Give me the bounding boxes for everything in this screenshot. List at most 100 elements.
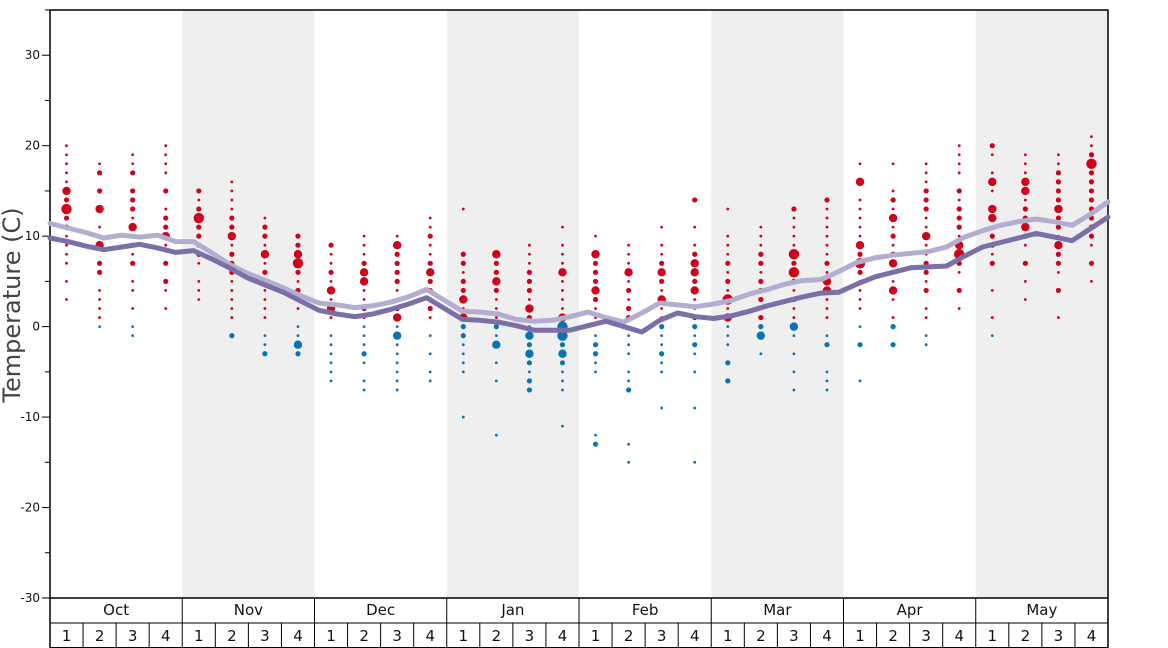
warm-dot (857, 251, 863, 257)
week-label: 2 (756, 627, 766, 645)
warm-dot (758, 278, 764, 284)
warm-dot (329, 316, 333, 319)
warm-dot (921, 231, 931, 241)
cold-dot (296, 325, 300, 329)
warm-dot (65, 162, 68, 166)
warm-dot (1088, 179, 1095, 185)
cold-dot (824, 342, 830, 348)
cold-dot (825, 379, 829, 383)
warm-dot (528, 243, 531, 247)
warm-dot (329, 298, 333, 301)
cold-dot (362, 325, 366, 329)
average-lines (47, 199, 1111, 335)
warm-dot (659, 278, 665, 284)
warm-dot (293, 250, 303, 259)
warm-dot (197, 279, 201, 283)
warm-dot (989, 143, 995, 149)
warm-dot (924, 316, 928, 319)
warm-dot (131, 153, 135, 157)
warm-dot (528, 252, 531, 256)
week-label: 1 (723, 627, 733, 645)
warm-dot (95, 204, 104, 214)
warm-dot (130, 206, 136, 212)
y-tick-label: 20 (25, 139, 40, 153)
week-label: 1 (591, 627, 601, 645)
week-label: 4 (161, 627, 171, 645)
cold-dot (857, 342, 863, 348)
cold-dot (659, 324, 665, 330)
warm-dot (791, 260, 797, 266)
warm-dot (329, 261, 333, 265)
warm-dot (263, 307, 267, 310)
cold-dot (594, 334, 597, 338)
warm-dot (924, 216, 928, 220)
warm-dot (394, 251, 400, 257)
warm-dot (362, 243, 366, 247)
cold-dot (627, 370, 630, 374)
warm-dot (891, 316, 895, 319)
cold-dot (858, 379, 862, 383)
cold-dot (792, 334, 796, 338)
warm-dot (528, 298, 531, 301)
month-label-dec: Dec (366, 601, 395, 619)
week-label: 4 (954, 627, 964, 645)
warm-dot (890, 233, 896, 239)
warm-dot (460, 287, 466, 294)
cold-dot (693, 352, 697, 356)
week-label: 4 (558, 627, 568, 645)
warm-dot (988, 213, 997, 223)
warm-dot (891, 243, 895, 247)
month-label-nov: Nov (234, 601, 263, 619)
cold-dot (592, 342, 599, 348)
warm-dot (296, 279, 300, 283)
cold-dot (494, 361, 498, 365)
week-label: 3 (392, 627, 402, 645)
warm-dot (990, 153, 994, 157)
cold-dot (293, 340, 303, 349)
warm-dot (957, 270, 961, 274)
warm-dot (164, 307, 168, 310)
warm-dot (65, 180, 68, 184)
warm-dot (888, 259, 898, 268)
warm-dot (561, 252, 564, 256)
warm-dot (726, 207, 730, 211)
warm-dot (130, 197, 136, 203)
cold-dot (561, 379, 564, 383)
warm-dot (792, 316, 796, 319)
warm-dot (988, 204, 997, 214)
cold-dot (758, 324, 764, 330)
warm-dot (1057, 153, 1060, 157)
warm-dot (362, 298, 366, 301)
warm-dot (460, 278, 466, 284)
warm-dot (592, 296, 599, 303)
warm-dot (1054, 241, 1063, 250)
warm-dot (230, 298, 234, 301)
warm-dot (990, 189, 994, 193)
warm-dot (262, 269, 268, 275)
warm-dot (460, 260, 466, 266)
y-tick-label: -20 (20, 501, 40, 515)
cold-dot (558, 349, 567, 358)
warm-dot (163, 188, 169, 194)
warm-dot (326, 286, 336, 295)
warm-dot (1055, 260, 1062, 266)
warm-dot (96, 188, 103, 194)
warm-dot (262, 224, 268, 230)
warm-dot (726, 270, 730, 274)
warm-dot (923, 188, 929, 194)
cold-dot (594, 433, 597, 437)
warm-dot (792, 225, 796, 229)
warm-dot (229, 251, 235, 257)
cold-dot (494, 379, 498, 383)
warm-dot (426, 268, 435, 277)
warm-dot (525, 304, 534, 313)
y-tick-label: 30 (25, 48, 40, 62)
warm-dot (792, 234, 796, 238)
cold-dot (131, 325, 135, 329)
cold-dot (659, 351, 665, 357)
warm-dot (392, 241, 402, 250)
warm-dot (726, 252, 730, 256)
cold-dot (924, 343, 928, 347)
month-label-jan: Jan (500, 601, 524, 619)
cold-dot (461, 415, 465, 419)
